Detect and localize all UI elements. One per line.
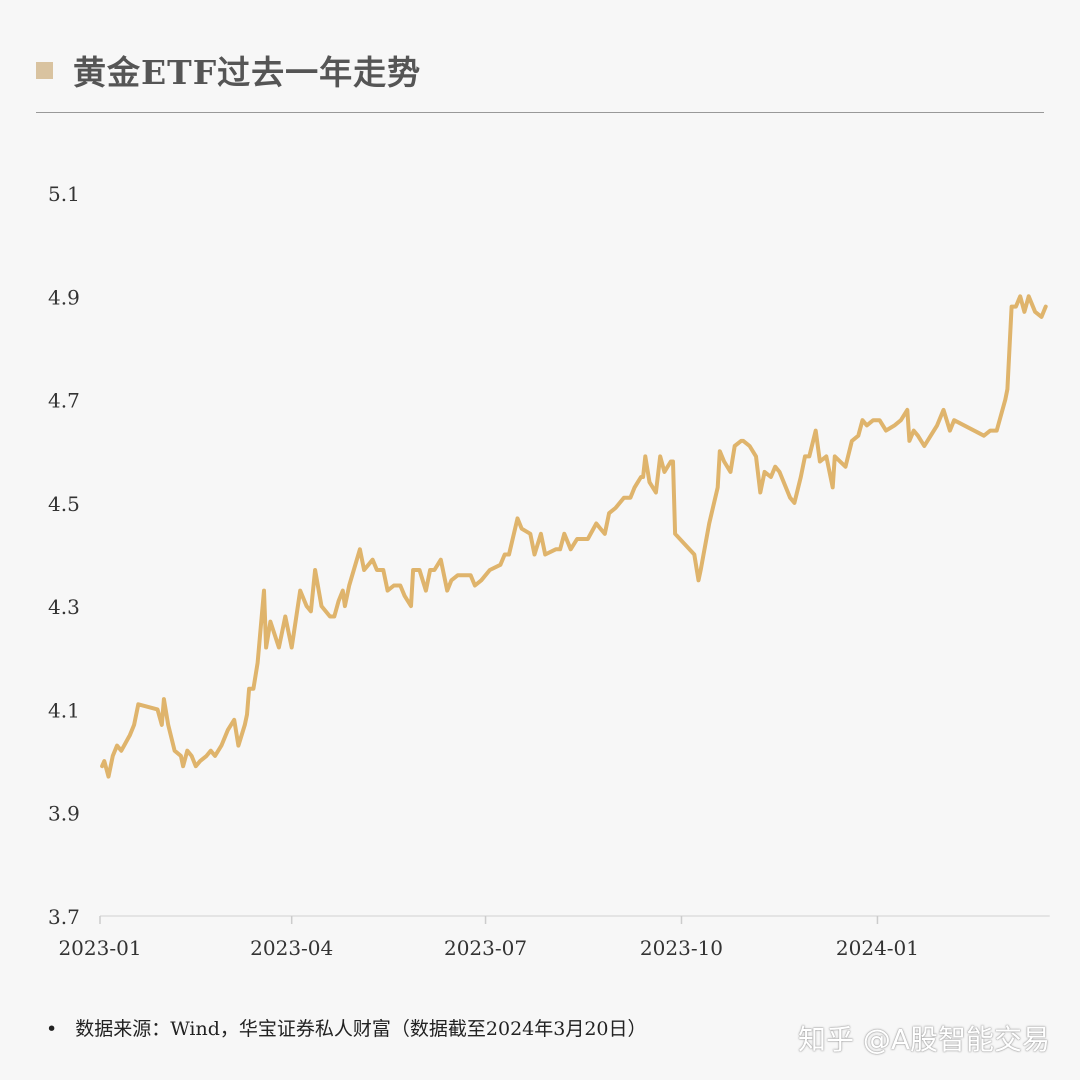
chart-title: 黄金ETF过去一年走势	[36, 46, 421, 94]
x-tick-label: 2023-10	[640, 936, 723, 960]
x-tick-label: 2023-04	[250, 936, 333, 960]
title-divider	[36, 112, 1044, 113]
y-tick-label: 4.5	[48, 492, 80, 516]
title-text: 黄金ETF过去一年走势	[73, 53, 422, 92]
y-tick-label: 4.1	[48, 698, 80, 722]
y-tick-label: 3.7	[48, 905, 80, 929]
y-tick-label: 5.1	[48, 182, 80, 206]
price-series-line	[100, 294, 1048, 779]
watermark: 知乎 @A股智能交易	[797, 1023, 1050, 1056]
y-tick-label: 3.9	[48, 802, 80, 826]
x-tick-label: 2023-07	[444, 936, 527, 960]
footnote: • 数据来源：Wind，华宝证券私人财富（数据截至2024年3月20日）	[46, 1014, 647, 1041]
y-tick-label: 4.9	[48, 285, 80, 309]
y-tick-label: 4.7	[48, 389, 80, 413]
y-tick-label: 4.3	[48, 595, 80, 619]
title-square-icon	[36, 61, 53, 79]
x-tick-label: 2024-01	[836, 936, 919, 960]
bullet-icon: •	[46, 1018, 58, 1040]
x-tick-label: 2023-01	[58, 936, 141, 960]
footnote-text: 数据来源：Wind，华宝证券私人财富（数据截至2024年3月20日）	[75, 1018, 647, 1040]
